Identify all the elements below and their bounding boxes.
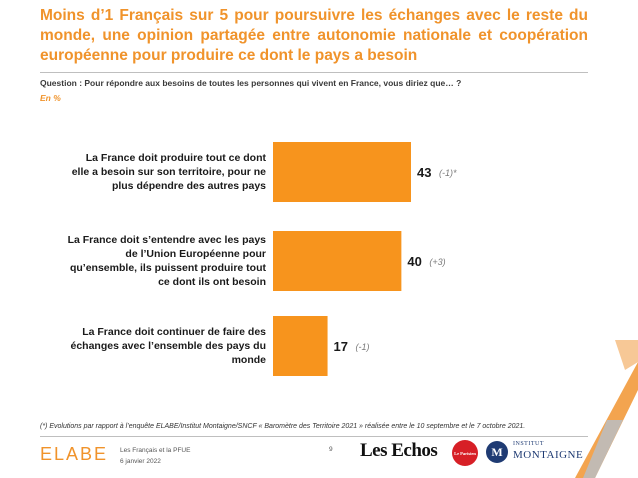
category-label-line: elle a besoin sur son territoire, pour n… — [71, 166, 266, 178]
elabe-logo: ELABE — [40, 444, 109, 464]
bar-value-label-1: 43 — [417, 165, 431, 180]
category-label-line: La France doit continuer de faire des — [82, 326, 266, 338]
category-label-line: échanges avec l’ensemble des pays du — [70, 340, 266, 352]
category-label-line: de l’Union Européenne pour — [125, 248, 266, 260]
bar-3 — [273, 316, 328, 376]
institut-montaigne-emblem-icon: M — [486, 441, 508, 463]
category-label-line: monde — [231, 354, 266, 366]
page-number: 9 — [329, 446, 333, 453]
montaigne-decoration-icon — [575, 340, 638, 478]
les-echos-logo: Les Echos — [360, 440, 438, 461]
footer-divider — [40, 436, 588, 437]
category-label-1: La France doit produire tout ce dont elle… — [46, 151, 266, 193]
survey-name: Les Français et la PFUE — [120, 447, 191, 454]
le-parisien-logo: Le Parisien — [452, 440, 478, 466]
unit-label: En % — [40, 93, 61, 103]
institut-montaigne-big-text: MONTAIGNE — [513, 449, 584, 461]
title-divider — [40, 72, 588, 73]
category-label-line: ce dont ils ont besoin — [158, 276, 266, 288]
category-label-line: La France doit s’entendre avec les pays — [67, 234, 266, 246]
category-label-2: La France doit s’entendre avec les pays d… — [46, 233, 266, 289]
evolution-label-2: (+3) — [429, 257, 445, 267]
institut-montaigne-small-text: INSTITUT — [513, 441, 544, 447]
survey-date: 6 janvier 2022 — [120, 458, 161, 465]
footnote: (*) Evolutions par rapport à l’enquête E… — [40, 423, 526, 430]
bar-value-label-2: 40 — [407, 254, 421, 269]
category-label-line: La France doit produire tout ce dont — [85, 152, 266, 164]
evolution-label-3: (-1) — [356, 342, 370, 352]
category-label-line: qu’ensemble, ils puissent produire tout — [69, 262, 266, 274]
slide-title: Moins d’1 Français sur 5 pour poursuivre… — [40, 7, 588, 64]
category-label-3: La France doit continuer de faire des éch… — [46, 325, 266, 367]
le-parisien-logo-text: Le Parisien — [454, 450, 476, 456]
bar-2 — [273, 231, 402, 291]
bar-1 — [273, 142, 411, 202]
evolution-label-1: (-1)* — [439, 168, 457, 178]
bar-value-label-3: 17 — [334, 339, 348, 354]
question-text: Question : Pour répondre aux besoins de … — [40, 78, 462, 88]
category-label-line: plus dépendre des autres pays — [111, 180, 266, 192]
